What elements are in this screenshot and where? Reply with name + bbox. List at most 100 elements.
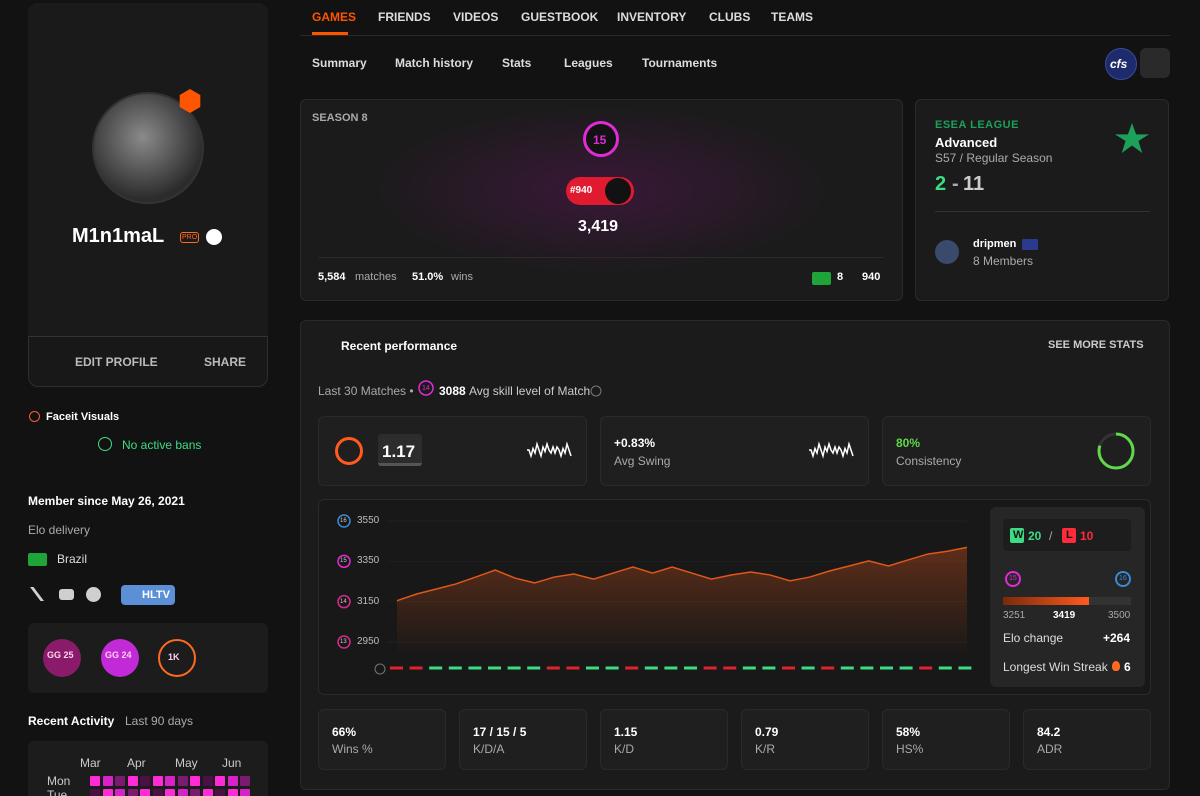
stat-value: 17 / 15 / 5 [473, 725, 527, 739]
region-rank: 940 [862, 271, 881, 283]
loss-chip [1062, 528, 1076, 543]
activity-cell [115, 776, 125, 786]
level-badge [179, 89, 201, 113]
stat-label: K/D/A [473, 742, 505, 756]
hltv-button[interactable] [121, 585, 175, 605]
uk-flag [1022, 239, 1038, 250]
swing-card [600, 416, 869, 486]
stat-card [318, 709, 446, 770]
day-label: Mon [47, 774, 71, 788]
streak: 6 [1124, 660, 1131, 674]
losses: 10 [1080, 529, 1094, 543]
sub-tab[interactable]: Stats [502, 56, 532, 70]
stat-label: Wins % [332, 742, 373, 756]
youtube-icon [59, 589, 74, 600]
streak-label: Longest Win Streak [1003, 660, 1108, 674]
edit-profile[interactable]: EDIT PROFILE [75, 355, 158, 369]
see-more-stats[interactable]: SEE MORE STATS [1048, 339, 1144, 351]
performance-title: Recent performance [341, 339, 458, 353]
season-rank: #940 [570, 185, 593, 196]
activity-cell [152, 776, 163, 786]
league-card [915, 99, 1169, 301]
activity-cell [127, 776, 138, 786]
badge [43, 639, 81, 677]
league-division: Advanced [935, 135, 998, 150]
member-since: Member since May 26, 2021 [28, 494, 185, 508]
rank-gauge [605, 178, 631, 204]
stat-value: 0.79 [755, 725, 779, 739]
season-divider [318, 257, 884, 258]
consistency-label: Consistency [896, 454, 962, 468]
activity-cell [240, 789, 250, 796]
sub-tab[interactable]: Summary [312, 56, 367, 70]
kd-box [378, 434, 422, 466]
steam-icon [86, 587, 101, 602]
activity-cell [215, 789, 225, 796]
sub-tab[interactable]: Match history [395, 56, 474, 70]
stat-label: K/R [755, 742, 776, 756]
nav-tab[interactable]: CLUBS [709, 10, 751, 24]
elo-delivery: Elo delivery [28, 523, 91, 537]
y-tick-label: 3550 [357, 515, 380, 526]
activity-cell [165, 789, 175, 796]
activity-cell [227, 776, 238, 786]
activity-cell [140, 776, 150, 786]
activity-cell [115, 789, 125, 796]
nav-divider [300, 35, 1170, 36]
month-label: Jun [222, 756, 242, 770]
hltv-label[interactable]: HLTV [142, 589, 170, 601]
username: M1n1maL [72, 225, 165, 247]
bans-status: No active bans [122, 438, 202, 452]
progress-fill [1003, 597, 1090, 605]
active-tab-underline [312, 32, 348, 35]
brazil-flag [28, 553, 47, 566]
country-flag [812, 272, 831, 285]
stat-value: 66% [332, 725, 357, 739]
y-tick-label: 3150 [357, 595, 380, 607]
swing-label: Avg Swing [614, 454, 671, 468]
elo-change-label: Elo change [1003, 631, 1064, 645]
activity-title: Recent Activity [28, 714, 115, 728]
pro-badge: PRO [180, 232, 200, 243]
activity-cell [240, 776, 250, 786]
wins-label: wins [451, 271, 474, 283]
matches: 5,584 [318, 271, 346, 283]
sub-tab[interactable]: Tournaments [642, 56, 718, 70]
activity-cell [102, 776, 113, 786]
fire-icon [1112, 661, 1120, 671]
activity-cell [90, 776, 100, 786]
level-from: 15 [1009, 575, 1017, 582]
activity-cell [190, 789, 200, 796]
nav-tab[interactable]: VIDEOS [453, 10, 499, 24]
league-wins: 2 [935, 173, 947, 195]
team-members: 8 Members [973, 254, 1034, 268]
season-level: 15 [593, 133, 607, 147]
nav-tab[interactable]: TEAMS [771, 10, 813, 24]
stat-value: 84.2 [1037, 725, 1061, 739]
month-label: May [175, 756, 198, 770]
win-rate: 51.0% [412, 271, 444, 283]
nav-tab[interactable]: GAMES [312, 10, 357, 24]
activity-cell [227, 789, 238, 796]
league-divider [935, 211, 1150, 212]
nav-tab[interactable]: INVENTORY [617, 10, 687, 24]
elo-change: +264 [1103, 631, 1131, 645]
nav-tab[interactable]: GUESTBOOK [521, 10, 599, 24]
team-logo [935, 240, 959, 264]
league-season: S57 / Regular Season [935, 151, 1053, 165]
nav-tab[interactable]: FRIENDS [378, 10, 431, 24]
scope: Last 30 Matches • [318, 384, 414, 398]
activity-cell [140, 789, 150, 796]
activity-cell [127, 789, 138, 796]
level-number: 13 [340, 639, 347, 645]
activity-cell [152, 789, 163, 796]
activity-box [28, 741, 268, 796]
share[interactable]: SHARE [204, 355, 247, 369]
more-button[interactable] [1140, 48, 1170, 78]
level-from-icon [1005, 571, 1021, 587]
wl-separator: / [1049, 529, 1053, 543]
sub-tab[interactable]: Leagues [564, 56, 613, 70]
activity-cell [190, 776, 200, 786]
badge-text: GG 24 [105, 650, 132, 660]
